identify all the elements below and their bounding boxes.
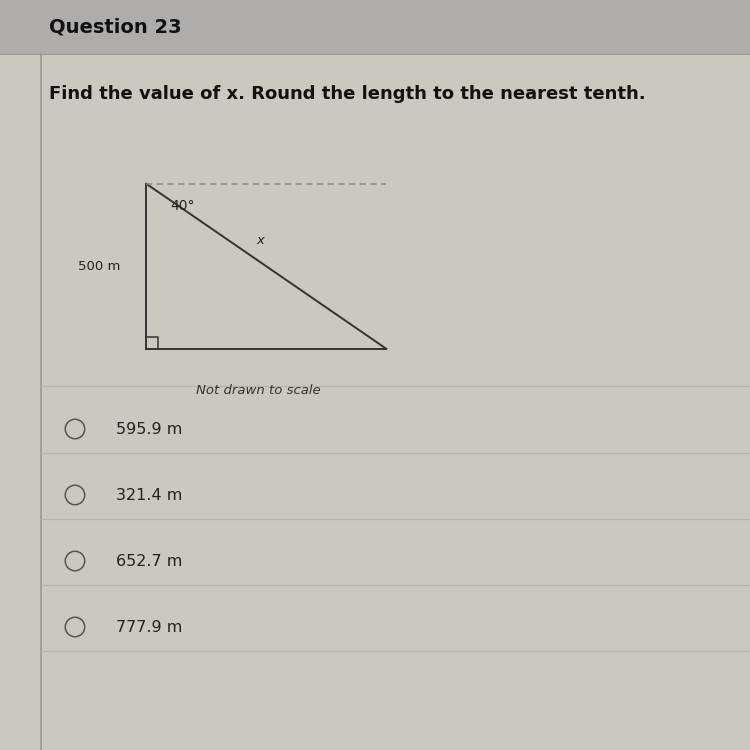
Text: 500 m: 500 m xyxy=(78,260,120,273)
Text: Not drawn to scale: Not drawn to scale xyxy=(196,383,321,397)
Text: 652.7 m: 652.7 m xyxy=(116,554,183,568)
Text: 595.9 m: 595.9 m xyxy=(116,422,183,436)
Text: Find the value of x. Round the length to the nearest tenth.: Find the value of x. Round the length to… xyxy=(49,85,645,103)
Text: Question 23: Question 23 xyxy=(49,17,182,37)
Text: 777.9 m: 777.9 m xyxy=(116,620,183,634)
Text: 321.4 m: 321.4 m xyxy=(116,488,183,502)
Text: x: x xyxy=(256,234,264,247)
FancyBboxPatch shape xyxy=(0,0,750,54)
Text: 40°: 40° xyxy=(170,199,195,213)
